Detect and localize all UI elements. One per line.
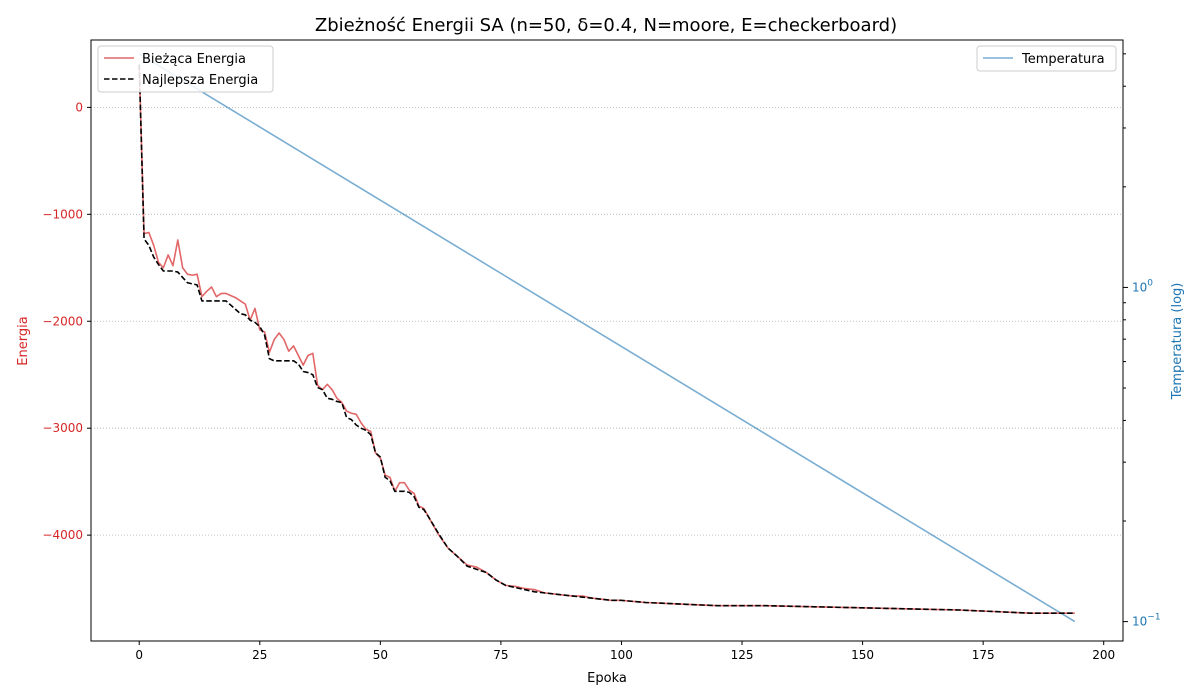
- y-left-axis-label: Energia: [16, 316, 31, 365]
- legend-right-frame: [976, 45, 1117, 72]
- legend-left-frame: [97, 45, 274, 93]
- y-right-tick-label: 10−1: [1132, 613, 1161, 629]
- x-tick-label: 100: [610, 648, 633, 662]
- series-layer: [138, 53, 1076, 623]
- legend-right: Temperatura: [976, 45, 1117, 72]
- y-left-tick-label: −2000: [42, 314, 83, 328]
- x-tick-label: 0: [135, 648, 143, 662]
- x-tick-label: 50: [373, 648, 388, 662]
- x-axis-label: Epoka: [587, 671, 627, 686]
- x-tick-label: 175: [972, 648, 995, 662]
- x-tick-label: 200: [1092, 648, 1115, 662]
- legend-label-best: Najlepsza Energia: [142, 73, 258, 88]
- legend-left: Bieżąca Energia Najlepsza Energia: [97, 45, 274, 93]
- y-left-axis: 0 −1000 −2000 −3000 −4000: [42, 100, 91, 542]
- x-axis: 0 25 50 75 100 125 150 175 200: [135, 641, 1115, 662]
- grid: [91, 106, 1123, 536]
- legend-label-current: Bieżąca Energia: [142, 52, 246, 67]
- y-left-tick-label: −3000: [42, 421, 83, 435]
- y-right-tick-label: 100: [1132, 278, 1153, 294]
- y-left-tick-label: −1000: [42, 207, 83, 221]
- x-tick-label: 25: [252, 648, 267, 662]
- x-tick-label: 75: [493, 648, 508, 662]
- series-temperature: [138, 53, 1076, 623]
- plot-frame: [90, 39, 1124, 642]
- y-left-tick-label: 0: [75, 100, 83, 114]
- chart-title: Zbieżność Energii SA (n=50, δ=0.4, N=moo…: [315, 15, 897, 36]
- y-right-axis: 100 10−1: [1123, 53, 1161, 629]
- x-tick-label: 150: [851, 648, 874, 662]
- series-best-energy: [138, 64, 1075, 615]
- x-tick-label: 125: [731, 648, 754, 662]
- legend-label-temperature: Temperatura: [1021, 52, 1105, 67]
- y-right-axis-label: Temperatura (log): [1170, 283, 1185, 401]
- y-left-tick-label: −4000: [42, 528, 83, 542]
